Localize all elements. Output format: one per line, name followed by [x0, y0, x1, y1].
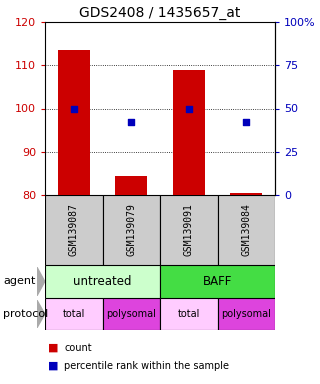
Bar [102, 298, 160, 330]
Polygon shape [37, 267, 45, 296]
Text: BAFF: BAFF [203, 275, 232, 288]
Point [71, 106, 76, 112]
Text: count: count [64, 343, 92, 353]
Text: GSM139087: GSM139087 [69, 204, 79, 257]
Polygon shape [37, 300, 45, 328]
Text: GSM139079: GSM139079 [126, 204, 136, 257]
Text: polysomal: polysomal [106, 309, 156, 319]
Text: percentile rank within the sample: percentile rank within the sample [64, 361, 229, 371]
Bar [160, 195, 218, 265]
Text: total: total [63, 309, 85, 319]
Text: untreated: untreated [73, 275, 132, 288]
Text: ■: ■ [48, 343, 59, 353]
Bar [116, 175, 147, 195]
Point [186, 106, 191, 112]
Bar [230, 193, 262, 195]
Bar [45, 298, 102, 330]
Bar [58, 50, 90, 195]
Point [244, 119, 249, 126]
Bar [102, 195, 160, 265]
Text: total: total [178, 309, 200, 319]
Text: protocol: protocol [3, 309, 48, 319]
Text: GDS2408 / 1435657_at: GDS2408 / 1435657_at [79, 6, 241, 20]
Bar [218, 195, 275, 265]
Text: GSM139091: GSM139091 [184, 204, 194, 257]
Text: agent: agent [3, 276, 36, 286]
Text: ■: ■ [48, 361, 59, 371]
Bar [218, 298, 275, 330]
Bar [160, 265, 275, 298]
Bar [45, 195, 102, 265]
Bar [45, 265, 160, 298]
Bar [160, 298, 218, 330]
Bar [173, 70, 204, 195]
Text: GSM139084: GSM139084 [241, 204, 251, 257]
Point [129, 119, 134, 126]
Text: polysomal: polysomal [221, 309, 271, 319]
